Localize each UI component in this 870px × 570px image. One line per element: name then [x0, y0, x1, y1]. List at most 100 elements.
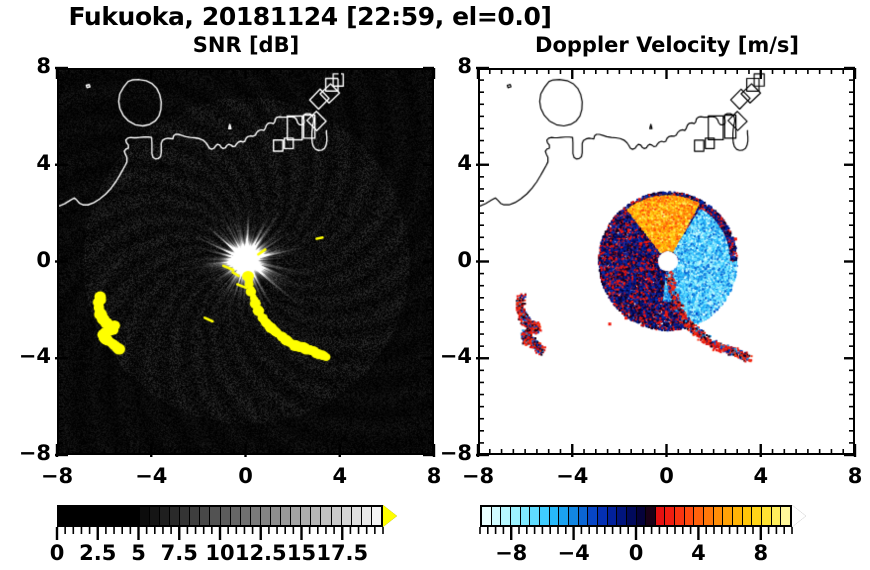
- colorbar-cell: [636, 507, 647, 525]
- colorbar-cell: [491, 507, 502, 525]
- snr-colorbar-gradient: [57, 505, 383, 527]
- colorbar-cell: [79, 507, 90, 525]
- y-tick-label: 8: [36, 54, 51, 78]
- colorbar-cell: [170, 507, 181, 525]
- colorbar-cell: [351, 507, 362, 525]
- colorbar-cell: [200, 507, 211, 525]
- y-tick-label: −4: [18, 344, 51, 369]
- y-tick-label: −8: [18, 441, 51, 465]
- colorbar-cell: [482, 507, 492, 525]
- colorbar-cell: [311, 507, 322, 525]
- x-tick-label: 0: [659, 464, 674, 488]
- colorbar-cell: [501, 507, 511, 525]
- colorbar-cell: [539, 507, 550, 525]
- colorbar-cell: [139, 507, 150, 525]
- colorbar-cell: [149, 507, 160, 525]
- x-tick-label: 8: [426, 464, 442, 488]
- colorbar-cell: [321, 507, 332, 525]
- colorbar-cell: [250, 507, 261, 525]
- y-tick-label: 4: [457, 150, 472, 175]
- colorbar-tick-label: −4: [557, 541, 590, 565]
- colorbar-tick-label: 4: [691, 541, 706, 565]
- velocity-colorbar-gradient: [480, 505, 792, 527]
- colorbar-tick-label: 10: [205, 541, 235, 565]
- colorbar-cell: [646, 507, 656, 525]
- velocity-colorbar-under-arrow: [466, 505, 480, 527]
- colorbar-cell: [626, 507, 637, 525]
- colorbar-cell: [530, 507, 540, 525]
- colorbar-tick-label: 17.5: [316, 541, 369, 565]
- colorbar-cell: [291, 507, 302, 525]
- colorbar-cell: [341, 507, 352, 525]
- x-tick-label: −4: [556, 464, 589, 488]
- colorbar-cell: [129, 507, 140, 525]
- colorbar-cell: [607, 507, 618, 525]
- colorbar-cell: [159, 507, 171, 525]
- colorbar-cell: [89, 507, 100, 525]
- colorbar-cell: [704, 507, 714, 525]
- colorbar-tick-label: 5: [131, 541, 146, 565]
- colorbar-cell: [665, 507, 676, 525]
- colorbar-cell: [109, 507, 120, 525]
- colorbar-cell: [230, 507, 241, 525]
- colorbar-cell: [771, 507, 782, 525]
- colorbar-cell: [762, 507, 772, 525]
- y-tick-label: 0: [457, 247, 472, 272]
- snr-colorbar[interactable]: [57, 505, 398, 527]
- colorbar-cell: [617, 507, 627, 525]
- colorbar-cell: [281, 507, 292, 525]
- colorbar-cell: [684, 507, 695, 525]
- colorbar-cell: [371, 507, 381, 525]
- colorbar-tick-label: 0: [49, 541, 65, 565]
- colorbar-tick-label: 0: [628, 541, 644, 565]
- snr-colorbar-over-arrow: [383, 505, 397, 527]
- colorbar-cell: [597, 507, 608, 525]
- colorbar-cell: [568, 507, 579, 525]
- x-tick-label: 4: [753, 464, 769, 488]
- colorbar-cell: [655, 507, 666, 525]
- colorbar-cell: [733, 507, 743, 525]
- x-tick-label: −4: [135, 464, 168, 488]
- snr-radar-image: [59, 70, 432, 453]
- y-tick-label: 8: [457, 54, 472, 78]
- colorbar-cell: [59, 507, 70, 525]
- velocity-plot-panel[interactable]: [478, 68, 855, 455]
- colorbar-cell: [713, 507, 724, 525]
- x-tick-label: 0: [238, 464, 253, 488]
- colorbar-cell: [99, 507, 110, 525]
- colorbar-cell: [549, 507, 560, 525]
- colorbar-cell: [301, 507, 312, 525]
- colorbar-tick-label: 7.5: [160, 541, 198, 565]
- snr-plot-panel[interactable]: [57, 68, 434, 455]
- colorbar-tick-label: 12.5: [234, 541, 287, 565]
- colorbar-cell: [240, 507, 251, 525]
- colorbar-cell: [180, 507, 191, 525]
- colorbar-cell: [361, 507, 372, 525]
- colorbar-cell: [190, 507, 201, 525]
- y-tick-label: 4: [36, 150, 51, 175]
- x-tick-label: 4: [332, 464, 348, 488]
- colorbar-cell: [220, 507, 231, 525]
- colorbar-cell: [331, 507, 342, 525]
- colorbar-cell: [270, 507, 282, 525]
- colorbar-cell: [119, 507, 130, 525]
- panel-title-snr: SNR [dB]: [192, 33, 300, 57]
- colorbar-cell: [588, 507, 598, 525]
- y-tick-label: −8: [439, 441, 472, 465]
- colorbar-cell: [69, 507, 80, 525]
- x-tick-label: 8: [847, 464, 863, 488]
- colorbar-tick-label: 15: [286, 541, 317, 565]
- panel-title-velocity: Doppler Velocity [m/s]: [535, 33, 799, 57]
- velocity-radar-image: [480, 70, 853, 453]
- x-tick-label: −8: [461, 464, 495, 488]
- colorbar-cell: [520, 507, 531, 525]
- colorbar-cell: [781, 507, 790, 525]
- colorbar-cell: [742, 507, 753, 525]
- colorbar-cell: [578, 507, 589, 525]
- colorbar-cell: [559, 507, 569, 525]
- velocity-colorbar[interactable]: [465, 505, 807, 527]
- y-tick-label: 0: [36, 247, 51, 272]
- colorbar-tick-label: −8: [495, 541, 528, 565]
- figure-title: Fukuoka, 20181124 [22:59, el=0.0]: [68, 2, 552, 31]
- colorbar-cell: [752, 507, 763, 525]
